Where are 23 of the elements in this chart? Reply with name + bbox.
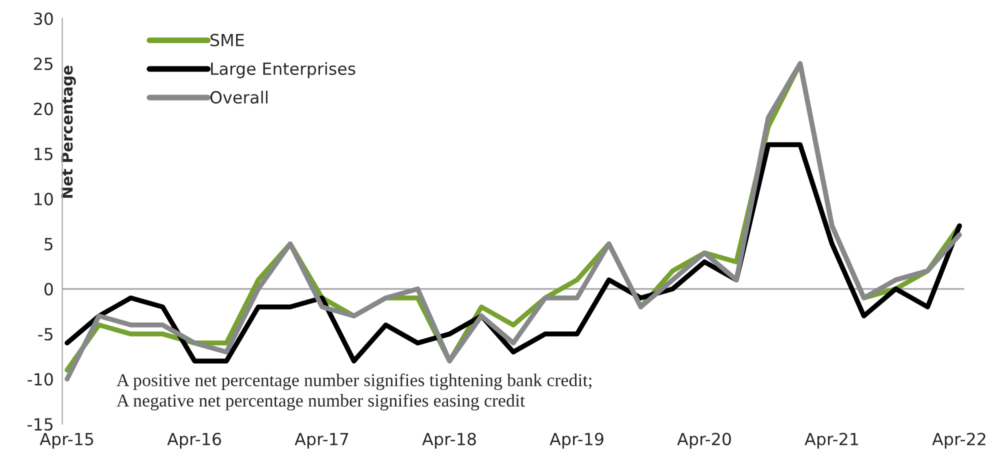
y-tick-label: 20 bbox=[34, 102, 53, 116]
y-tick-label: -10 bbox=[28, 373, 53, 386]
legend-label: Large Enterprises bbox=[211, 62, 356, 78]
y-axis-title: Net Percentage bbox=[61, 66, 76, 198]
y-tick-label: -15 bbox=[28, 418, 53, 431]
x-tick-label: Apr-20 bbox=[677, 432, 731, 449]
x-tick-label: Apr-15 bbox=[40, 432, 94, 449]
legend-label: Overall bbox=[210, 90, 268, 104]
x-tick-label: Apr-18 bbox=[422, 432, 476, 449]
y-tick-label: 10 bbox=[34, 192, 53, 206]
y-tick-label: 15 bbox=[34, 148, 53, 160]
y-tick-label: 30 bbox=[34, 12, 53, 26]
x-tick-label: Apr-19 bbox=[550, 432, 604, 449]
y-tick-label: -5 bbox=[38, 328, 53, 341]
x-tick-label: Apr-17 bbox=[294, 432, 348, 449]
y-tick-label: 0 bbox=[44, 282, 53, 296]
y-tick-label: 25 bbox=[34, 58, 53, 70]
y-tick-label: 5 bbox=[44, 238, 53, 250]
x-tick-label: Apr-21 bbox=[804, 432, 858, 449]
legend-label: SME bbox=[210, 34, 244, 46]
x-tick-label: Apr-16 bbox=[167, 432, 222, 449]
x-tick-label: Apr-22 bbox=[932, 432, 986, 449]
annotation: A positive net percentage number signifies tightening bank credit; A negative net percentage number signifies easing credit bbox=[116, 373, 592, 410]
